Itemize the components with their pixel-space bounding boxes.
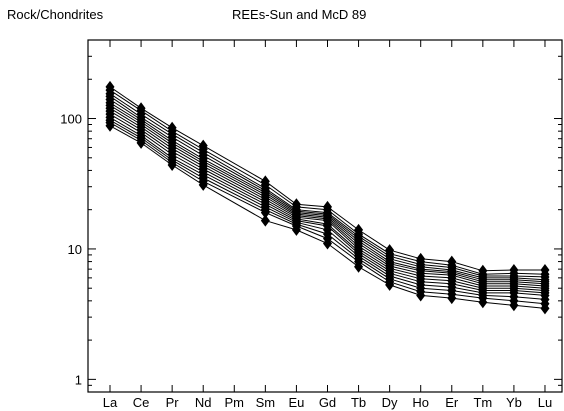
series-line xyxy=(109,99,546,283)
data-point-diamond xyxy=(260,206,270,219)
series-line xyxy=(109,89,546,275)
chart-title: REEs-Sun and McD 89 xyxy=(232,7,367,22)
series-line xyxy=(109,113,546,294)
plot-frame xyxy=(87,39,563,393)
x-tick-label: Nd xyxy=(195,395,212,410)
series-line xyxy=(109,110,546,291)
data-point-diamond xyxy=(447,292,457,305)
series-4 xyxy=(105,90,550,286)
data-point-diamond xyxy=(105,119,115,132)
x-tick-label: Pm xyxy=(225,395,245,410)
x-tick-label: Pr xyxy=(166,395,180,410)
data-point-diamond xyxy=(322,237,332,250)
x-tick-label: Eu xyxy=(288,395,304,410)
series-line xyxy=(109,86,545,272)
data-point-diamond xyxy=(167,159,177,172)
y-tick-label: 100 xyxy=(60,112,82,127)
data-point-diamond xyxy=(416,289,426,302)
series-3 xyxy=(105,87,550,283)
data-point-diamond xyxy=(478,296,488,309)
x-tick-label: Er xyxy=(445,395,459,410)
data-point-diamond xyxy=(385,278,395,291)
x-tick-label: Yb xyxy=(506,395,522,410)
series-line xyxy=(109,119,546,300)
x-tick-label: Gd xyxy=(319,395,336,410)
series-line xyxy=(109,122,546,305)
x-tick-label: Lu xyxy=(538,395,552,410)
data-point-diamond xyxy=(354,260,364,273)
data-point-diamond xyxy=(136,136,146,149)
data-point-diamond xyxy=(198,178,208,191)
x-tick-label: Dy xyxy=(382,395,398,410)
series-line xyxy=(109,104,546,287)
series-line xyxy=(109,107,546,289)
series-14 xyxy=(105,119,550,315)
y-tick-label: 1 xyxy=(75,372,82,387)
series-layer xyxy=(105,80,550,315)
data-point-diamond xyxy=(509,299,519,312)
series-line xyxy=(109,95,546,281)
data-point-diamond xyxy=(540,302,550,315)
x-tick-label: Ho xyxy=(412,395,429,410)
data-point-diamond xyxy=(260,214,270,227)
series-line xyxy=(109,102,546,285)
x-tick-label: La xyxy=(103,395,118,410)
x-axis: La Ce Pr Nd Pm Sm Eu Gd Tb Dy Ho Er Tm Yb Lu xyxy=(103,40,552,410)
data-point-diamond xyxy=(291,223,301,236)
series-line xyxy=(109,116,546,296)
y-axis-title: Rock/Chondrites xyxy=(7,7,104,22)
x-tick-label: Tb xyxy=(351,395,366,410)
y-axis: 1 10 100 xyxy=(60,39,562,393)
series-2 xyxy=(105,84,550,281)
y-tick-label: 10 xyxy=(68,242,82,257)
series-line xyxy=(109,125,546,309)
x-tick-label: Tm xyxy=(473,395,492,410)
series-line xyxy=(109,93,546,278)
x-tick-label: Sm xyxy=(256,395,276,410)
x-tick-label: Ce xyxy=(133,395,150,410)
